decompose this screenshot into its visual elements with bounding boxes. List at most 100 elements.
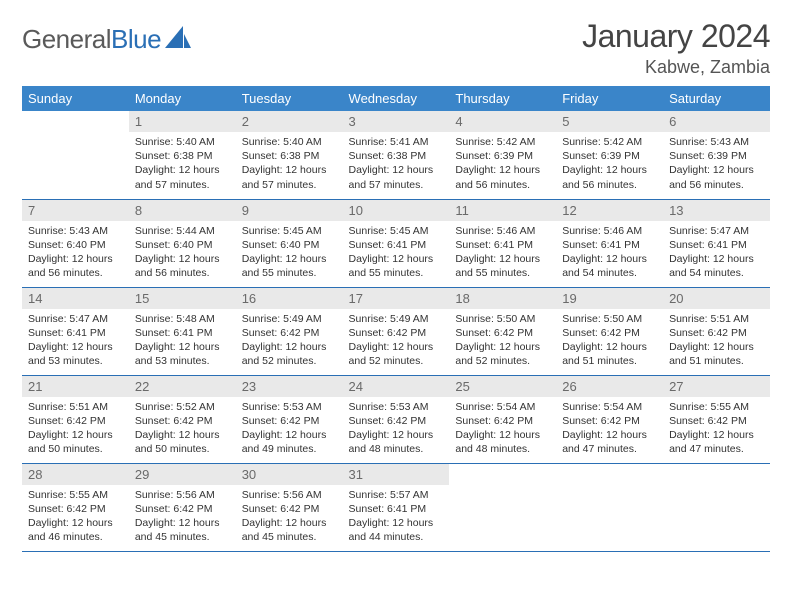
- day-details: Sunrise: 5:54 AMSunset: 6:42 PMDaylight:…: [449, 397, 556, 463]
- sunrise-line: Sunrise: 5:40 AM: [242, 135, 337, 149]
- day-details: Sunrise: 5:42 AMSunset: 6:39 PMDaylight:…: [449, 132, 556, 198]
- day-number: 28: [22, 464, 129, 485]
- day-details: Sunrise: 5:50 AMSunset: 6:42 PMDaylight:…: [556, 309, 663, 375]
- sunset-line: Sunset: 6:41 PM: [349, 502, 444, 516]
- sunset-line: Sunset: 6:42 PM: [242, 502, 337, 516]
- daylight-line: Daylight: 12 hours and 56 minutes.: [28, 252, 123, 280]
- daylight-line: Daylight: 12 hours and 45 minutes.: [135, 516, 230, 544]
- sunset-line: Sunset: 6:39 PM: [455, 149, 550, 163]
- weekday-header: Saturday: [663, 86, 770, 111]
- sunrise-line: Sunrise: 5:45 AM: [349, 224, 444, 238]
- day-number: 12: [556, 200, 663, 221]
- sunset-line: Sunset: 6:41 PM: [28, 326, 123, 340]
- sunrise-line: Sunrise: 5:42 AM: [455, 135, 550, 149]
- day-number: 9: [236, 200, 343, 221]
- sunrise-line: Sunrise: 5:55 AM: [669, 400, 764, 414]
- weekday-header: Thursday: [449, 86, 556, 111]
- day-number: 14: [22, 288, 129, 309]
- day-number: 29: [129, 464, 236, 485]
- sunrise-line: Sunrise: 5:50 AM: [455, 312, 550, 326]
- day-details: Sunrise: 5:57 AMSunset: 6:41 PMDaylight:…: [343, 485, 450, 551]
- sunrise-line: Sunrise: 5:52 AM: [135, 400, 230, 414]
- calendar-week-row: 7Sunrise: 5:43 AMSunset: 6:40 PMDaylight…: [22, 199, 770, 287]
- calendar-table: SundayMondayTuesdayWednesdayThursdayFrid…: [22, 86, 770, 552]
- sunset-line: Sunset: 6:41 PM: [562, 238, 657, 252]
- sunrise-line: Sunrise: 5:55 AM: [28, 488, 123, 502]
- sunset-line: Sunset: 6:42 PM: [669, 414, 764, 428]
- sunset-line: Sunset: 6:40 PM: [242, 238, 337, 252]
- sunrise-line: Sunrise: 5:44 AM: [135, 224, 230, 238]
- sunrise-line: Sunrise: 5:45 AM: [242, 224, 337, 238]
- sunset-line: Sunset: 6:40 PM: [28, 238, 123, 252]
- day-details: Sunrise: 5:53 AMSunset: 6:42 PMDaylight:…: [343, 397, 450, 463]
- daylight-line: Daylight: 12 hours and 47 minutes.: [562, 428, 657, 456]
- sunrise-line: Sunrise: 5:51 AM: [28, 400, 123, 414]
- calendar-day-cell: .: [22, 111, 129, 199]
- calendar-day-cell: .: [449, 463, 556, 551]
- daylight-line: Daylight: 12 hours and 45 minutes.: [242, 516, 337, 544]
- calendar-day-cell: 21Sunrise: 5:51 AMSunset: 6:42 PMDayligh…: [22, 375, 129, 463]
- calendar-day-cell: 8Sunrise: 5:44 AMSunset: 6:40 PMDaylight…: [129, 199, 236, 287]
- day-number: 10: [343, 200, 450, 221]
- sunset-line: Sunset: 6:42 PM: [135, 502, 230, 516]
- day-number: 31: [343, 464, 450, 485]
- day-number: 27: [663, 376, 770, 397]
- sunrise-line: Sunrise: 5:50 AM: [562, 312, 657, 326]
- sunset-line: Sunset: 6:38 PM: [349, 149, 444, 163]
- day-number: 17: [343, 288, 450, 309]
- day-number: 30: [236, 464, 343, 485]
- day-details: Sunrise: 5:41 AMSunset: 6:38 PMDaylight:…: [343, 132, 450, 198]
- day-number: 15: [129, 288, 236, 309]
- daylight-line: Daylight: 12 hours and 55 minutes.: [455, 252, 550, 280]
- logo-word2: Blue: [111, 24, 161, 54]
- day-number: 6: [663, 111, 770, 132]
- calendar-day-cell: 14Sunrise: 5:47 AMSunset: 6:41 PMDayligh…: [22, 287, 129, 375]
- calendar-day-cell: 17Sunrise: 5:49 AMSunset: 6:42 PMDayligh…: [343, 287, 450, 375]
- sunset-line: Sunset: 6:39 PM: [562, 149, 657, 163]
- calendar-day-cell: 30Sunrise: 5:56 AMSunset: 6:42 PMDayligh…: [236, 463, 343, 551]
- day-details: Sunrise: 5:45 AMSunset: 6:40 PMDaylight:…: [236, 221, 343, 287]
- day-details: Sunrise: 5:40 AMSunset: 6:38 PMDaylight:…: [129, 132, 236, 198]
- sunrise-line: Sunrise: 5:41 AM: [349, 135, 444, 149]
- daylight-line: Daylight: 12 hours and 56 minutes.: [562, 163, 657, 191]
- day-details: Sunrise: 5:52 AMSunset: 6:42 PMDaylight:…: [129, 397, 236, 463]
- day-number: 20: [663, 288, 770, 309]
- calendar-day-cell: 3Sunrise: 5:41 AMSunset: 6:38 PMDaylight…: [343, 111, 450, 199]
- sunrise-line: Sunrise: 5:43 AM: [669, 135, 764, 149]
- sunset-line: Sunset: 6:38 PM: [135, 149, 230, 163]
- daylight-line: Daylight: 12 hours and 52 minutes.: [242, 340, 337, 368]
- calendar-day-cell: 29Sunrise: 5:56 AMSunset: 6:42 PMDayligh…: [129, 463, 236, 551]
- weekday-header: Friday: [556, 86, 663, 111]
- logo-word1: General: [22, 24, 111, 54]
- page-title: January 2024: [582, 18, 770, 55]
- day-details: Sunrise: 5:49 AMSunset: 6:42 PMDaylight:…: [236, 309, 343, 375]
- day-details: Sunrise: 5:45 AMSunset: 6:41 PMDaylight:…: [343, 221, 450, 287]
- calendar-day-cell: 10Sunrise: 5:45 AMSunset: 6:41 PMDayligh…: [343, 199, 450, 287]
- sunrise-line: Sunrise: 5:49 AM: [349, 312, 444, 326]
- calendar-day-cell: 6Sunrise: 5:43 AMSunset: 6:39 PMDaylight…: [663, 111, 770, 199]
- day-number: 18: [449, 288, 556, 309]
- calendar-day-cell: 23Sunrise: 5:53 AMSunset: 6:42 PMDayligh…: [236, 375, 343, 463]
- daylight-line: Daylight: 12 hours and 46 minutes.: [28, 516, 123, 544]
- calendar-day-cell: 25Sunrise: 5:54 AMSunset: 6:42 PMDayligh…: [449, 375, 556, 463]
- day-number: 25: [449, 376, 556, 397]
- calendar-week-row: .1Sunrise: 5:40 AMSunset: 6:38 PMDayligh…: [22, 111, 770, 199]
- sail-icon: [165, 26, 191, 53]
- calendar-day-cell: 20Sunrise: 5:51 AMSunset: 6:42 PMDayligh…: [663, 287, 770, 375]
- calendar-day-cell: 12Sunrise: 5:46 AMSunset: 6:41 PMDayligh…: [556, 199, 663, 287]
- day-details: Sunrise: 5:55 AMSunset: 6:42 PMDaylight:…: [663, 397, 770, 463]
- day-number: 26: [556, 376, 663, 397]
- weekday-header: Tuesday: [236, 86, 343, 111]
- day-number: 7: [22, 200, 129, 221]
- sunset-line: Sunset: 6:42 PM: [242, 326, 337, 340]
- daylight-line: Daylight: 12 hours and 57 minutes.: [135, 163, 230, 191]
- sunrise-line: Sunrise: 5:53 AM: [242, 400, 337, 414]
- weekday-header: Wednesday: [343, 86, 450, 111]
- sunset-line: Sunset: 6:39 PM: [669, 149, 764, 163]
- day-number: 2: [236, 111, 343, 132]
- daylight-line: Daylight: 12 hours and 52 minutes.: [455, 340, 550, 368]
- logo: GeneralBlue: [22, 24, 191, 55]
- sunset-line: Sunset: 6:41 PM: [669, 238, 764, 252]
- daylight-line: Daylight: 12 hours and 57 minutes.: [242, 163, 337, 191]
- day-number: 8: [129, 200, 236, 221]
